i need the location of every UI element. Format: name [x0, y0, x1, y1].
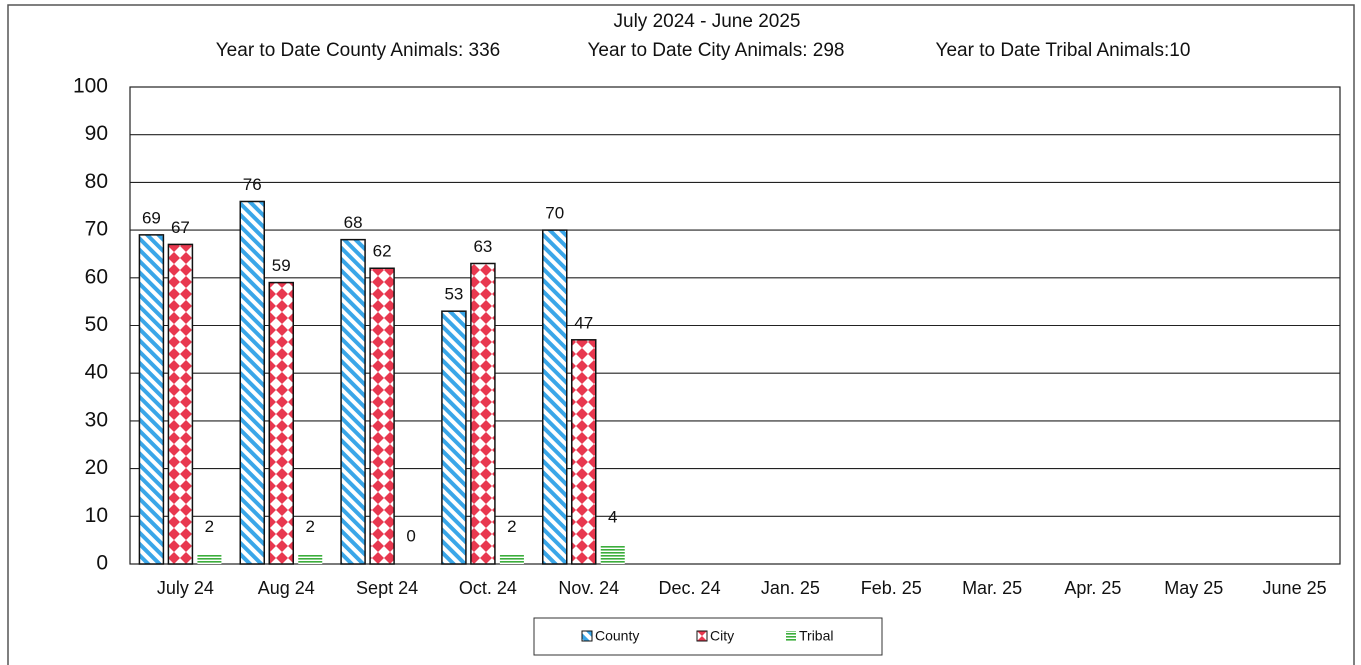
legend-swatch [696, 630, 708, 642]
y-tick-label: 100 [73, 75, 108, 98]
x-tick-label: Oct. 24 [459, 578, 517, 598]
data-label: 0 [406, 526, 415, 545]
data-label: 53 [444, 285, 463, 304]
bar [542, 229, 568, 565]
y-tick-label: 20 [85, 456, 108, 479]
bar [470, 262, 496, 565]
x-tick-label: Mar. 25 [962, 578, 1022, 598]
x-tick-label: Nov. 24 [558, 578, 619, 598]
bar [340, 238, 366, 565]
y-tick-label: 60 [85, 265, 108, 288]
data-label: 4 [608, 507, 617, 526]
bar [298, 554, 323, 564]
data-label: 76 [243, 175, 262, 194]
bar [571, 339, 597, 565]
data-label: 2 [205, 517, 214, 536]
y-tick-label: 70 [85, 218, 108, 241]
x-tick-label: Feb. 25 [861, 578, 922, 598]
x-tick-label: Jan. 25 [761, 578, 820, 598]
data-label: 2 [306, 517, 315, 536]
y-tick-label: 50 [85, 313, 108, 336]
legend-label: City [710, 628, 734, 644]
y-tick-label: 40 [85, 361, 108, 384]
chart-subtitle: Year to Date County Animals: 336 [216, 40, 500, 61]
y-tick-label: 0 [96, 552, 108, 575]
data-label: 68 [344, 213, 363, 232]
frame [7, 4, 1355, 665]
bar [600, 544, 625, 564]
data-label: 70 [545, 204, 564, 223]
data-label: 47 [574, 313, 593, 332]
data-label: 59 [272, 256, 291, 275]
bar [167, 243, 194, 565]
legend-swatch [786, 631, 796, 641]
bar [369, 267, 395, 565]
data-label: 69 [142, 208, 161, 227]
x-tick-label: Apr. 25 [1064, 578, 1121, 598]
x-tick-label: July 24 [157, 578, 214, 598]
data-label: 2 [507, 517, 516, 536]
data-label: 62 [373, 242, 392, 261]
bar [197, 554, 222, 564]
y-tick-label: 30 [85, 408, 108, 431]
x-tick-label: May 25 [1164, 578, 1223, 598]
legend-label: Tribal [799, 628, 834, 644]
legend-label: County [595, 628, 639, 644]
x-tick-label: Aug 24 [258, 578, 315, 598]
chart-title: July 2024 - June 2025 [614, 11, 801, 32]
chart-subtitle: Year to Date City Animals: 298 [588, 40, 845, 61]
bar [239, 200, 265, 565]
data-label: 63 [473, 237, 492, 256]
y-tick-label: 80 [85, 170, 108, 193]
bar [499, 554, 524, 564]
chart-subtitle: Year to Date Tribal Animals:10 [936, 40, 1191, 61]
bar [268, 281, 294, 565]
legend-swatch [581, 630, 593, 642]
bar [441, 310, 467, 565]
bar [138, 234, 165, 565]
x-tick-label: June 25 [1263, 578, 1327, 598]
y-tick-label: 10 [85, 504, 108, 527]
x-tick-label: Dec. 24 [659, 578, 721, 598]
x-tick-label: Sept 24 [356, 578, 418, 598]
y-tick-label: 90 [85, 122, 108, 145]
data-label: 67 [171, 218, 190, 237]
